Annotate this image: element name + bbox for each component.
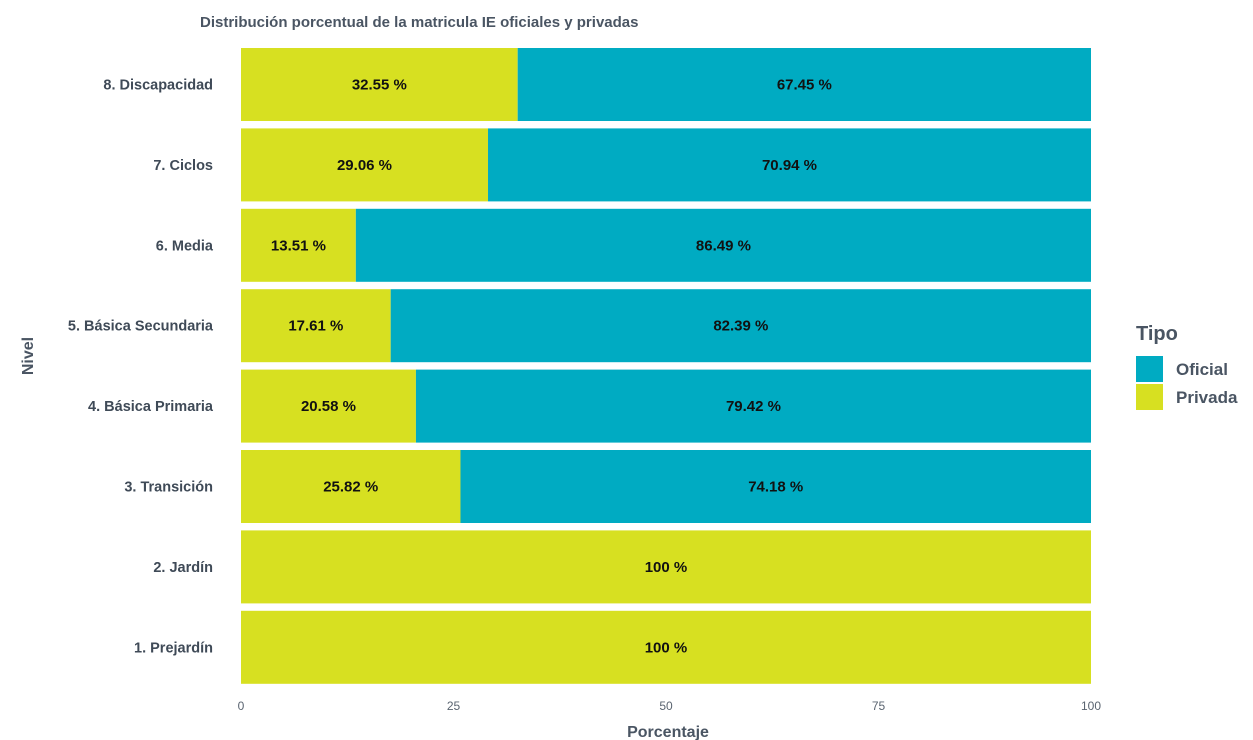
legend-title: Tipo [1136,323,1178,345]
bar-privada-0 [241,48,518,121]
legend-label-privada: Privada [1176,388,1238,407]
data-label-privada-0: 32.55 % [352,77,407,94]
x-tick-labels: 0 25 50 75 100 [238,699,1102,713]
data-label-privada-6: 100 % [645,559,688,576]
bar-oficial-0 [517,48,1091,121]
legend-swatch-oficial [1136,356,1163,382]
x-tick-label: 50 [659,699,673,713]
y-tick-label: 7. Ciclos [153,158,213,174]
y-axis-label: Nivel [20,337,37,375]
y-tick-label: 8. Discapacidad [103,78,213,94]
bar-oficial-3 [390,289,1091,363]
bar-privada-6 [241,530,1091,604]
data-label-privada-2: 13.51 % [271,237,326,254]
data-label-oficial-4: 79.42 % [726,398,781,415]
x-tick-label: 75 [872,699,886,713]
legend: Tipo Oficial Privada [1136,323,1238,410]
bar-oficial-5 [460,450,1092,523]
data-label-privada-1: 29.06 % [337,157,392,174]
bar-privada-7 [241,610,1091,684]
y-tick-label: 3. Transición [124,480,213,496]
data-label-oficial-0: 67.45 % [777,77,832,94]
data-label-privada-7: 100 % [645,639,688,656]
bar-privada-1 [241,128,489,202]
bar-oficial-2 [355,208,1092,282]
bar-privada-3 [241,289,391,363]
bar-privada-4 [241,369,416,443]
y-tick-label: 2. Jardín [153,560,213,576]
data-label-oficial-3: 82.39 % [713,318,768,335]
x-tick-label: 100 [1081,699,1101,713]
legend-swatch-privada [1136,384,1163,410]
x-tick-label: 25 [447,699,461,713]
bar-privada-2 [241,208,356,282]
x-tick-label: 0 [238,699,245,713]
bar-privada-5 [241,450,461,523]
y-tick-label: 6. Media [156,238,214,254]
bars-group: 32.55 % 67.45 % 29.06 % 70.94 % 13.51 % 86.49… [241,48,1092,684]
data-label-privada-4: 20.58 % [301,398,356,415]
y-tick-label: 4. Básica Primaria [88,399,214,415]
legend-label-oficial: Oficial [1176,360,1228,379]
y-tick-labels: 8. Discapacidad 7. Ciclos 6. Media 5. Básic… [68,78,214,657]
data-label-privada-3: 17.61 % [288,318,343,335]
bar-oficial-1 [488,128,1091,202]
data-label-oficial-5: 74.18 % [748,479,803,496]
y-tick-label: 5. Básica Secundaria [68,319,214,335]
data-label-oficial-2: 86.49 % [696,237,751,254]
x-axis-label: Porcentaje [627,724,709,740]
bar-oficial-4 [415,369,1091,443]
chart-title: Distribución porcentual de la matricula … [200,14,638,31]
data-label-privada-5: 25.82 % [323,479,378,496]
y-tick-label: 1. Prejardín [134,640,213,656]
data-label-oficial-1: 70.94 % [762,157,817,174]
